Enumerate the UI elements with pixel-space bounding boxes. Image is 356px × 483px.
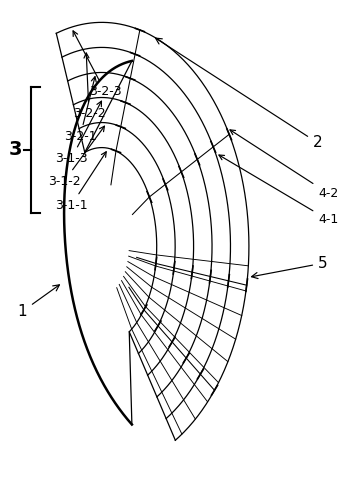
Text: 2: 2 — [156, 38, 323, 150]
Text: 5: 5 — [252, 256, 328, 279]
Text: 3-1-1: 3-1-1 — [55, 152, 106, 212]
Text: 3-1-2: 3-1-2 — [48, 126, 104, 188]
Text: 4-2: 4-2 — [230, 130, 338, 200]
Text: 4-1: 4-1 — [219, 155, 338, 227]
Text: 3-2-1: 3-2-1 — [64, 77, 96, 143]
Text: 3: 3 — [9, 141, 22, 159]
Text: 1: 1 — [18, 285, 59, 319]
Text: 3-1-3: 3-1-3 — [55, 101, 101, 165]
Text: 3-2-3: 3-2-3 — [73, 31, 121, 98]
Text: 3-2-2: 3-2-2 — [73, 53, 105, 120]
